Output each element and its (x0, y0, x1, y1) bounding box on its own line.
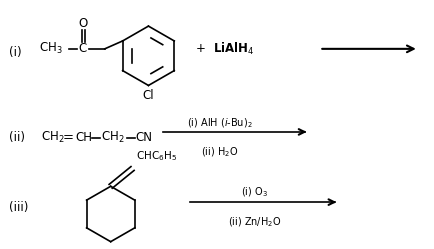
Text: CH$_2$: CH$_2$ (41, 130, 65, 145)
Text: CH$_3$: CH$_3$ (39, 41, 62, 57)
Text: C: C (78, 42, 86, 55)
Text: CHC$_6$H$_5$: CHC$_6$H$_5$ (135, 149, 176, 163)
Text: (i): (i) (9, 46, 22, 59)
Text: CN: CN (135, 131, 152, 144)
Text: (ii) Zn/H$_2$O: (ii) Zn/H$_2$O (227, 215, 281, 229)
Text: CH: CH (75, 131, 92, 144)
Text: (ii) H$_2$O: (ii) H$_2$O (201, 146, 238, 159)
Text: CH$_2$: CH$_2$ (101, 130, 124, 145)
Text: =: = (62, 131, 73, 144)
Text: Cl: Cl (142, 89, 154, 102)
Text: (i) O$_3$: (i) O$_3$ (241, 186, 268, 199)
Text: (iii): (iii) (9, 200, 29, 214)
Text: $+$  LiAlH$_4$: $+$ LiAlH$_4$ (195, 41, 254, 57)
Text: (ii): (ii) (9, 131, 25, 144)
Text: O: O (78, 17, 87, 30)
Text: (i) AlH ($\it{i}$-Bu)$_2$: (i) AlH ($\it{i}$-Bu)$_2$ (187, 116, 252, 130)
